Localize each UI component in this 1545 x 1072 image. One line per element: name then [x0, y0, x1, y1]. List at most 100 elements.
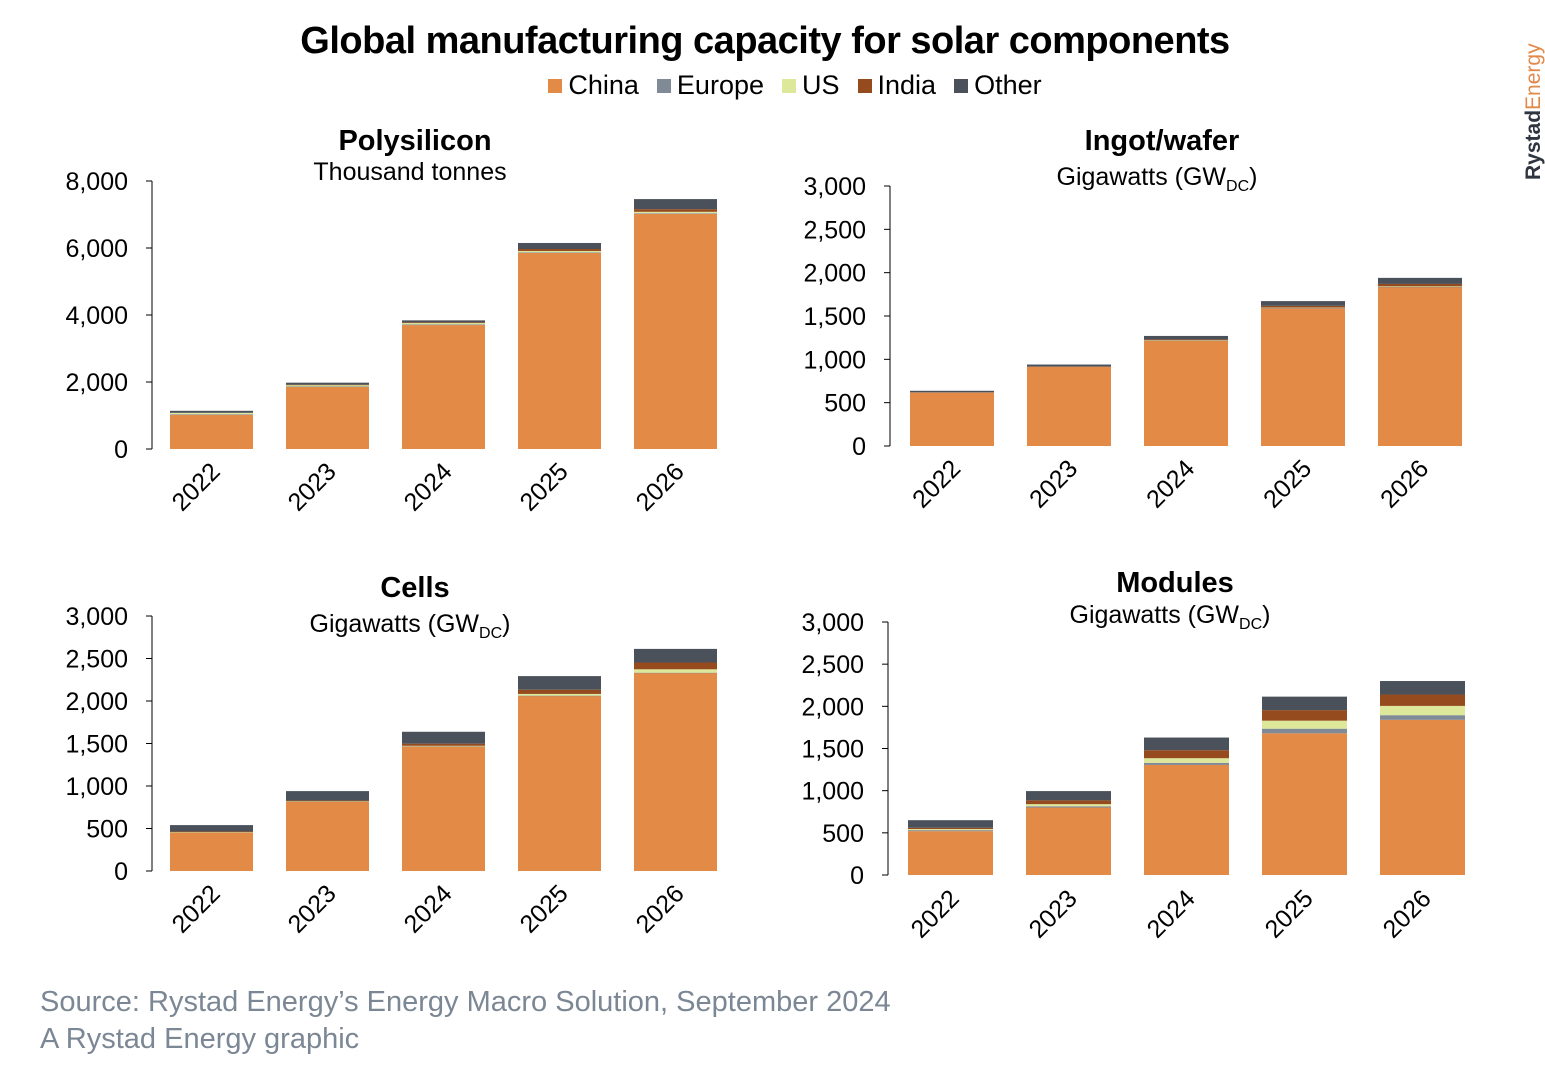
- bar-modules-2023-us: [1026, 804, 1111, 807]
- bar-cells-2025-china: [518, 695, 601, 871]
- bar-ingot-wafer-2026-china: [1378, 286, 1462, 446]
- bar-polysilicon-2024-other: [402, 320, 485, 323]
- y-tick-label: 500: [824, 390, 866, 418]
- bar-cells-2024-india: [402, 743, 485, 746]
- bar-modules-2025-india: [1262, 710, 1347, 721]
- legend-swatch-china: [548, 78, 563, 93]
- unit-label: Gigawatts (GWDC): [1057, 163, 1258, 195]
- bar-polysilicon-2024-europe: [402, 324, 485, 326]
- bar-polysilicon-2024-china: [402, 325, 485, 449]
- panel-cells: Cells Gigawatts (GWDC) 0 500 1,000 1,500 2,000…: [0, 560, 760, 980]
- panel-title: Ingot/wafer: [1085, 125, 1240, 157]
- x-tick-label: 2022: [906, 884, 965, 943]
- bar-polysilicon-2023-india: [286, 384, 369, 386]
- legend-item-india: India: [857, 70, 937, 101]
- bar-ingot-wafer-2022-china: [910, 392, 994, 446]
- bar-cells-2023-us: [286, 801, 369, 802]
- x-tick-label: 2023: [283, 879, 342, 938]
- bar-cells-2026-us: [634, 669, 717, 673]
- y-tick-label: 1,500: [801, 736, 864, 764]
- bar-ingot-wafer-2025-europe: [1261, 308, 1345, 309]
- bar-polysilicon-2022-europe: [170, 414, 253, 415]
- y-tick-label: 8,000: [65, 168, 128, 196]
- bar-modules-2026-china: [1380, 719, 1465, 875]
- y-tick-label: 1,500: [65, 731, 128, 759]
- bar-modules-2026-europe: [1380, 715, 1465, 720]
- bar-cells-2023-china: [286, 801, 369, 871]
- bar-polysilicon-2022-us: [170, 412, 253, 415]
- bar-polysilicon-2025-europe: [518, 252, 601, 254]
- bar-modules-2022-europe: [908, 830, 993, 832]
- legend-label-other: Other: [974, 70, 1042, 100]
- bar-ingot-wafer-2025-us: [1261, 307, 1345, 309]
- source-line: Source: Rystad Energy’s Energy Macro Sol…: [40, 986, 891, 1018]
- x-tick-label: 2026: [631, 457, 690, 516]
- x-tick-label: 2025: [515, 457, 574, 516]
- x-tick-label: 2024: [399, 457, 458, 516]
- y-tick-label: 1,000: [801, 778, 864, 806]
- x-tick-label: 2022: [167, 879, 226, 938]
- bar-cells-2022-india: [170, 831, 253, 832]
- bar-modules-2023-other: [1026, 791, 1111, 801]
- bar-modules-2024-india: [1144, 750, 1229, 759]
- bar-modules-2025-us: [1262, 720, 1347, 729]
- bar-polysilicon-2023-other: [286, 382, 369, 385]
- legend-item-europe: Europe: [656, 70, 764, 101]
- legend-swatch-europe: [656, 78, 671, 93]
- y-tick-label: 2,500: [65, 646, 128, 674]
- panel-modules: Modules Gigawatts (GWDC) 0 500 1,000 1,500 2,0…: [760, 560, 1520, 980]
- bar-ingot-wafer-2022-other: [910, 390, 994, 393]
- bar-ingot-wafer-2024-india: [1144, 339, 1228, 341]
- bar-ingot-wafer-2024-china: [1144, 340, 1228, 446]
- bar-cells-2024-europe: [402, 746, 485, 747]
- legend-swatch-us: [782, 78, 796, 93]
- y-tick-label: 3,000: [801, 609, 864, 637]
- bar-cells-2022-other: [170, 825, 253, 832]
- bar-modules-2024-china: [1144, 764, 1229, 875]
- bar-cells-2022-china: [170, 832, 253, 871]
- legend: China Europe US India Other: [0, 70, 1545, 101]
- legend-label-us: US: [802, 70, 840, 100]
- bar-modules-2022-china: [908, 831, 993, 875]
- panel-title: Cells: [380, 572, 449, 604]
- y-tick-label: 0: [114, 436, 128, 464]
- bar-modules-2022-us: [908, 829, 993, 831]
- bar-modules-2025-china: [1262, 733, 1347, 875]
- x-tick-label: 2026: [1378, 884, 1437, 943]
- x-tick-label: 2024: [399, 879, 458, 938]
- bar-polysilicon-2024-india: [402, 322, 485, 324]
- bar-polysilicon-2023-china: [286, 387, 369, 449]
- x-tick-label: 2025: [1258, 454, 1317, 513]
- bar-ingot-wafer-2023-other: [1027, 364, 1111, 367]
- y-tick-label: 6,000: [65, 235, 128, 263]
- bar-ingot-wafer-2024-us: [1144, 340, 1228, 341]
- bar-ingot-wafer-2025-india: [1261, 305, 1345, 308]
- bar-ingot-wafer-2024-other: [1144, 335, 1228, 340]
- bar-polysilicon-2023-us: [286, 385, 369, 387]
- bar-cells-2024-us: [402, 745, 485, 747]
- bar-cells-2026-china: [634, 672, 717, 871]
- unit-label: Gigawatts (GWDC): [310, 610, 511, 642]
- legend-label-india: India: [877, 70, 937, 100]
- legend-item-other: Other: [954, 70, 1042, 101]
- x-tick-label: 2025: [1260, 884, 1319, 943]
- y-tick-label: 1,500: [803, 303, 866, 331]
- bar-modules-2026-india: [1380, 694, 1465, 706]
- bar-ingot-wafer-2024-europe: [1144, 340, 1228, 342]
- y-tick-label: 2,000: [801, 693, 864, 721]
- y-tick-label: 1,000: [803, 346, 866, 374]
- bar-ingot-wafer-2025-other: [1261, 301, 1345, 306]
- brand-logo-part1: Rystad: [1522, 109, 1545, 180]
- bar-ingot-wafer-2023-china: [1027, 366, 1111, 446]
- bar-ingot-wafer-2023-europe: [1027, 366, 1111, 368]
- chart-title: Global manufacturing capacity for solar …: [300, 20, 1230, 62]
- bar-polysilicon-2022-other: [170, 410, 253, 413]
- bar-polysilicon-2025-india: [518, 249, 601, 252]
- bar-polysilicon-2026-other: [634, 199, 717, 210]
- y-tick-label: 1,000: [65, 773, 128, 801]
- bar-polysilicon-2024-us: [402, 323, 485, 325]
- bar-cells-2025-us: [518, 693, 601, 696]
- y-tick-label: 4,000: [65, 302, 128, 330]
